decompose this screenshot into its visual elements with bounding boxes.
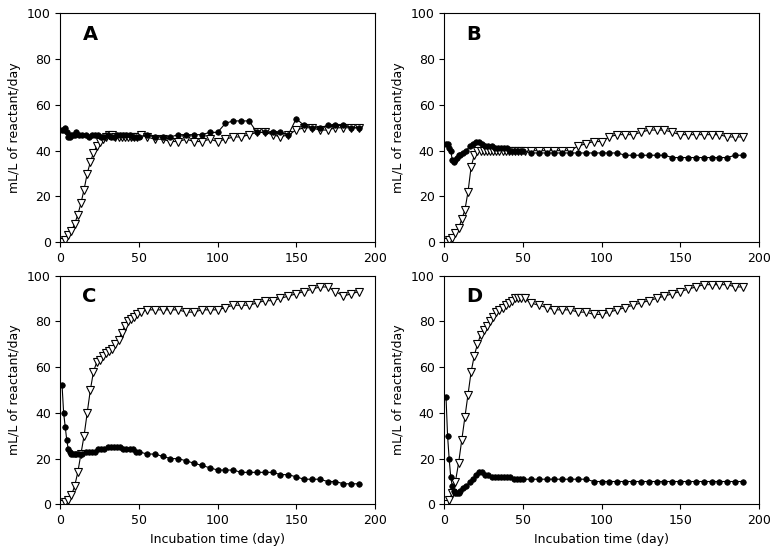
Y-axis label: mL/L of reactant/day: mL/L of reactant/day [9, 63, 21, 193]
Text: B: B [467, 25, 481, 44]
Y-axis label: mL/L of reactant/day: mL/L of reactant/day [393, 63, 405, 193]
X-axis label: Incubation time (day): Incubation time (day) [534, 532, 669, 546]
Y-axis label: mL/L of reactant/day: mL/L of reactant/day [393, 325, 405, 455]
Y-axis label: mL/L of reactant/day: mL/L of reactant/day [9, 325, 21, 455]
Text: A: A [83, 25, 97, 44]
Text: C: C [83, 287, 97, 306]
X-axis label: Incubation time (day): Incubation time (day) [150, 532, 285, 546]
Text: D: D [467, 287, 482, 306]
